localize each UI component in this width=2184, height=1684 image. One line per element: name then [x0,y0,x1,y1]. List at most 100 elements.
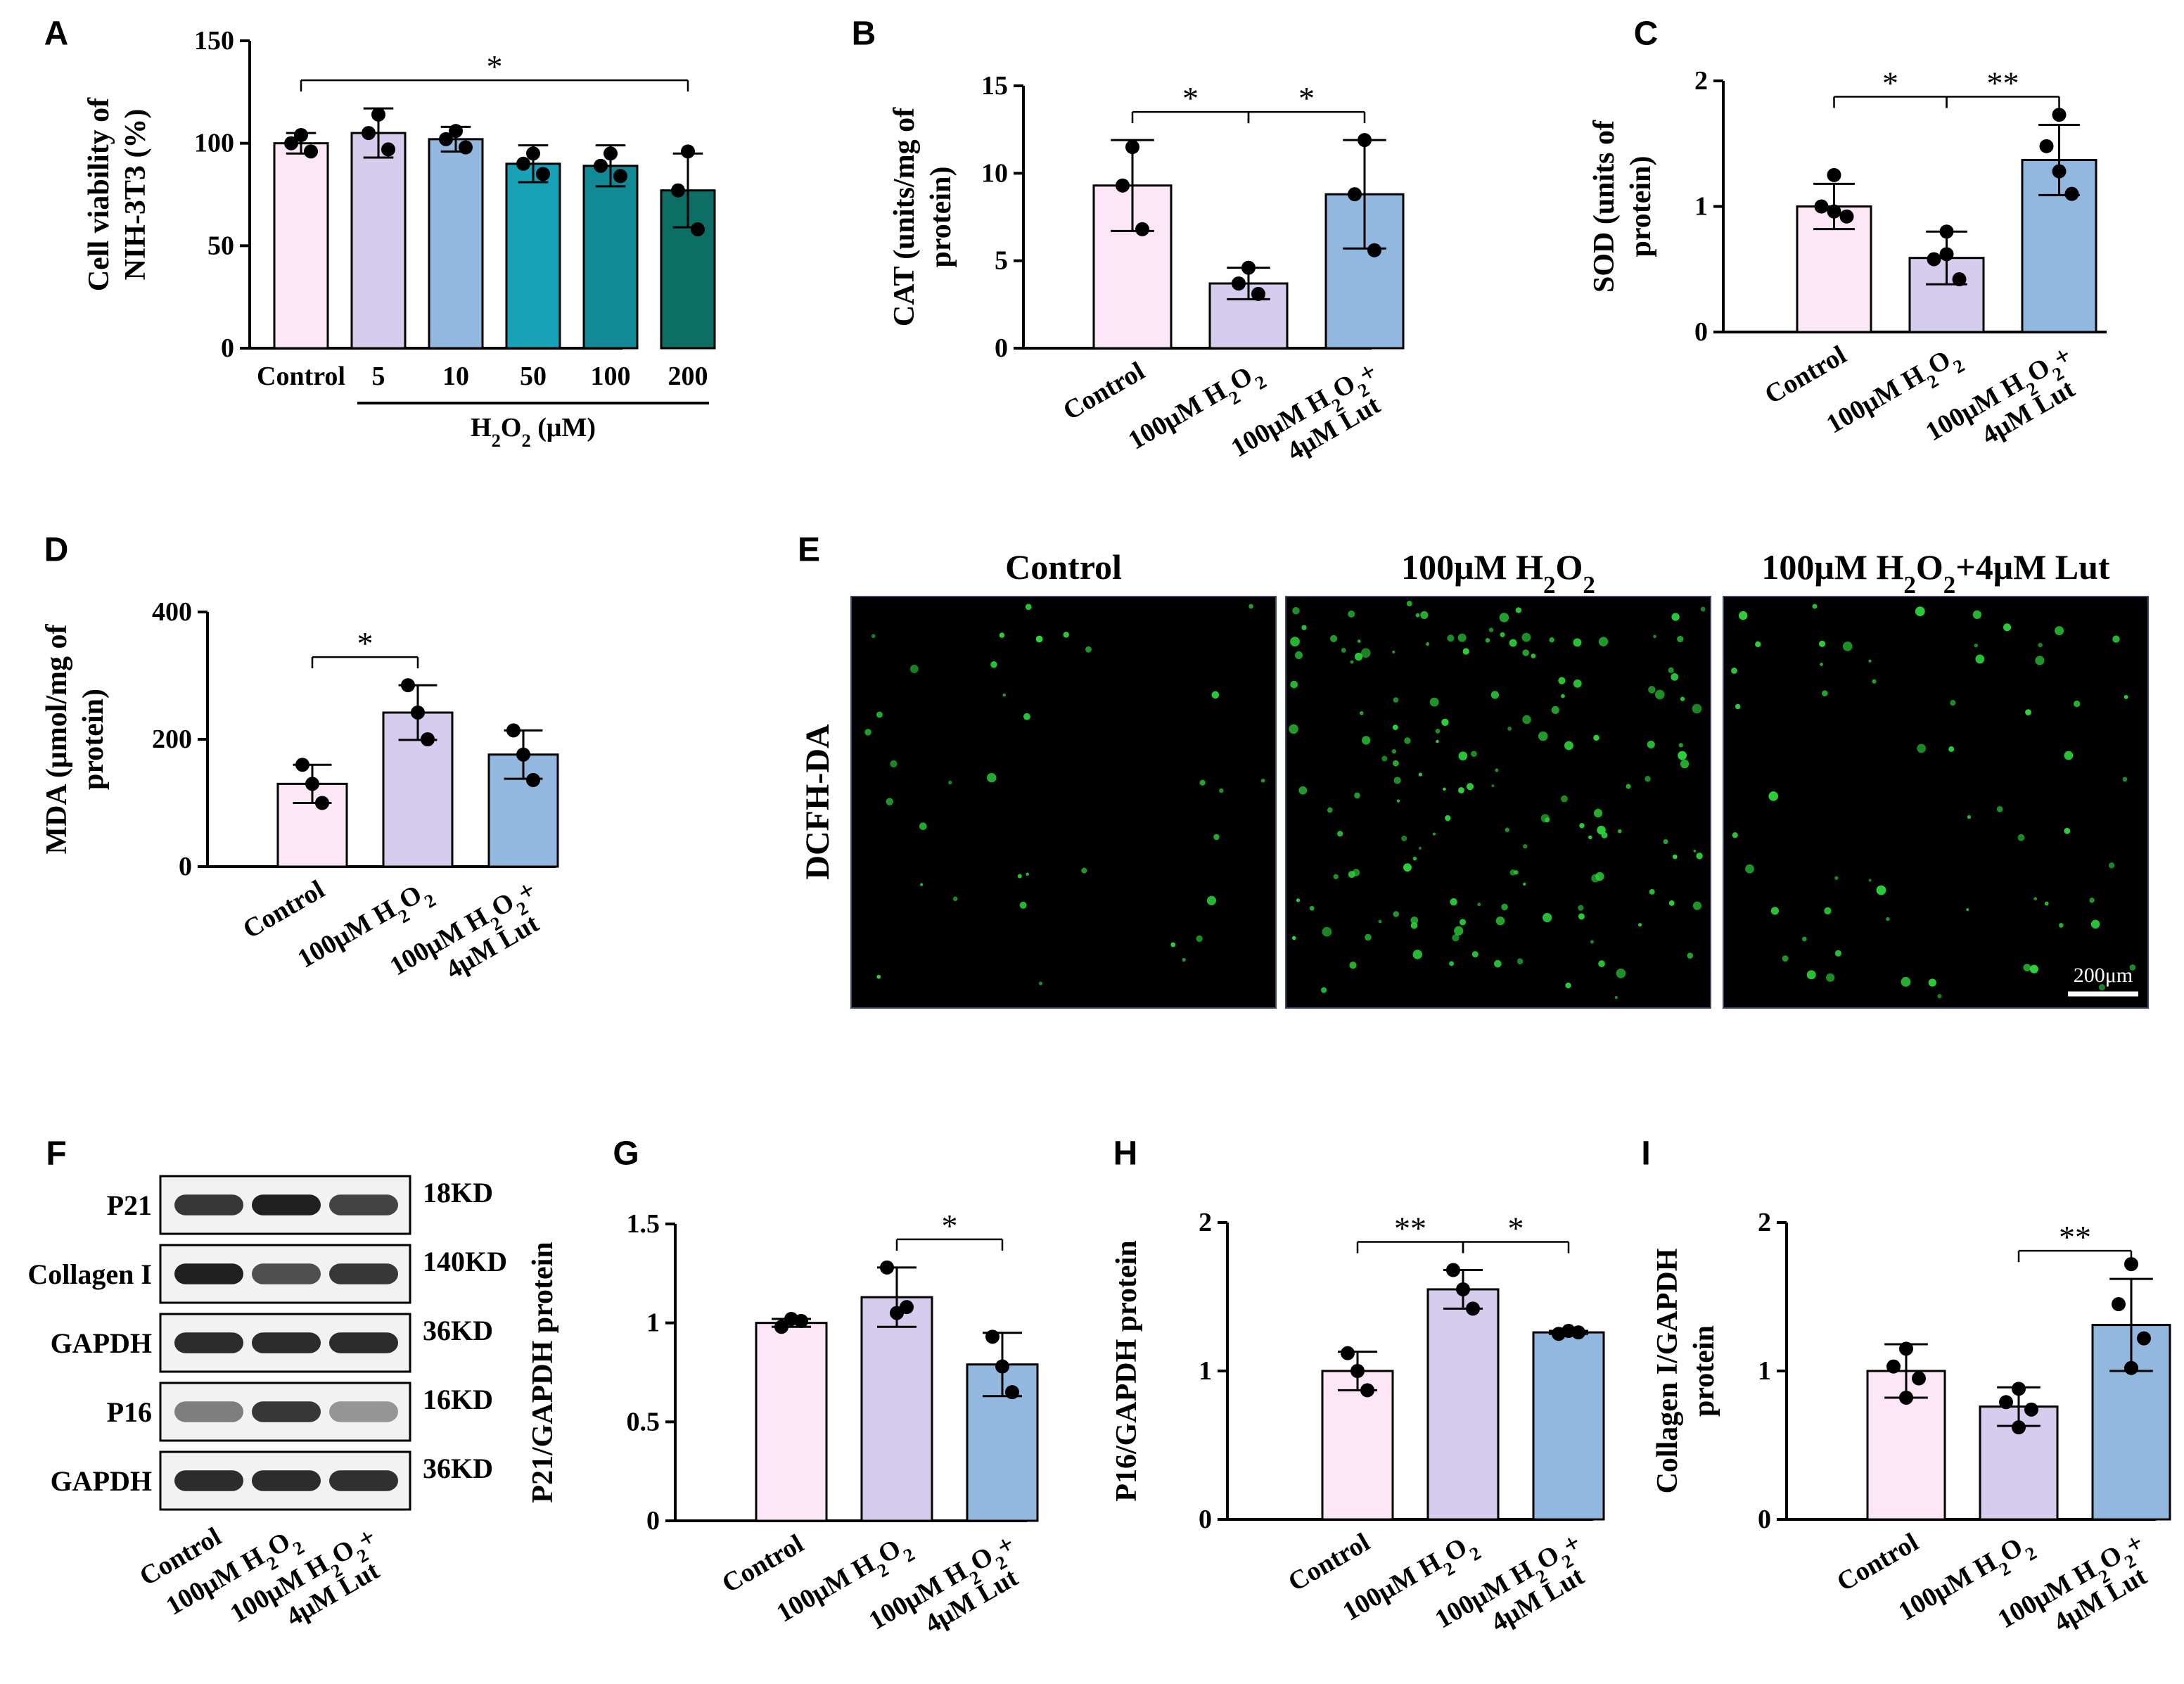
data-point [995,1359,1009,1374]
fluorescent-cell [2017,834,2025,841]
y-tick-label: 2 [1199,1208,1212,1237]
fluorescent-cell [1499,613,1509,623]
micrograph-image [1723,596,2149,1009]
x-tick-label: Control [1832,1527,1923,1597]
fluorescent-cell [1393,697,1399,703]
fluorescent-cell [1392,650,1396,654]
x-tick-label: Control [238,874,329,944]
fluorescent-cell [1523,882,1526,886]
fluorescent-cell [1392,725,1398,730]
fluorescent-cell [1406,601,1412,607]
significance-bracket: * [300,49,689,92]
fluorescent-cell [1301,625,1307,630]
data-point [1135,222,1149,236]
fluorescent-cell [1418,846,1422,850]
data-point [1927,252,1941,267]
x-tick-label: Control [1760,340,1851,409]
fluorescent-cell [1260,778,1265,783]
fluorescent-cell [1447,634,1455,642]
fluorescent-cell [1420,611,1429,619]
y-tick-label: 200 [152,725,192,754]
fluorescent-cell [1415,613,1420,618]
y-tick-label: 1 [646,1308,660,1338]
protein-label: Collagen I [27,1258,152,1290]
data-point [2039,139,2054,153]
fluorescent-cell [1452,933,1460,942]
fluorescent-cell [1755,641,1761,647]
bar [1208,282,1289,350]
fluorescent-cell [1429,697,1439,707]
data-point [1999,1395,2013,1410]
data-point [449,124,463,139]
fluorescent-cell [920,883,924,886]
fluorescent-cell [1365,933,1372,941]
fluorescent-cell [2089,898,2095,903]
data-point [1358,133,1372,148]
fluorescent-cell [1663,839,1668,845]
bar [860,1296,933,1522]
fluorescent-cell [1211,691,1220,699]
panel-label-b: B [852,15,876,53]
blot-band [174,1332,243,1353]
data-point [1341,1346,1355,1360]
fluorescent-cell [1868,659,1872,663]
x-tick-label: Control [717,1529,808,1598]
fluorescent-cell [948,780,952,785]
fluorescent-cell [1591,874,1599,883]
fluorescent-cell [1435,728,1441,734]
fluorescent-cell [1404,737,1411,744]
fluorescent-cell [1648,686,1656,694]
data-point [2124,1360,2138,1375]
data-point [691,222,705,237]
fluorescent-cell [1653,634,1656,639]
fluorescent-cell [1598,637,1609,646]
fluorescent-cell [1341,647,1346,653]
fluorescent-cell [1505,827,1510,832]
fluorescent-cell [1966,908,1969,912]
fluorescent-cell [1443,787,1446,791]
data-point [774,1320,788,1334]
fluorescent-cell [1768,791,1779,801]
data-point [1350,1364,1365,1378]
fluorescent-cell [1806,970,1816,980]
significance-bracket: * [1462,1211,1570,1254]
fluorescent-cell [1692,703,1702,714]
fluorescent-cell [1457,787,1464,793]
y-tick-label: 2 [1694,66,1708,96]
bar [582,165,639,350]
fluorescent-cell [1391,749,1397,754]
fluorescent-cell [1488,627,1494,632]
fluorescent-cell [1649,888,1655,895]
fluorescent-cell [1551,706,1559,714]
data-point [1125,140,1139,155]
bar [273,142,329,350]
fluorescent-cell [1182,957,1186,962]
fluorescent-cell [1972,610,1982,619]
fluorescent-cell [1495,768,1499,772]
fluorescent-cell [1868,879,1872,882]
y-tick-label: 2 [1758,1208,1771,1237]
fluorescent-cell [1735,703,1741,710]
fluorescent-cell [1495,916,1505,926]
fluorescent-cell [2023,964,2031,971]
data-point [1899,1341,1913,1356]
data-point [1367,243,1381,257]
fluorescent-cell [1199,779,1206,786]
y-axis-label: MDA (μmol/mg of protein) [41,623,110,854]
y-tick-label: 0 [1199,1505,1212,1534]
significance-label: ** [1394,1211,1426,1246]
fluorescent-cell [1471,751,1477,758]
fluorescent-cell [1549,637,1554,643]
protein-label: GAPDH [51,1465,152,1497]
significance-label: * [1508,1211,1524,1246]
fluorescent-cell [1360,710,1364,715]
fluorescent-cell [1017,874,1022,879]
y-tick-label: 1 [1694,192,1708,222]
data-point [2012,1382,2026,1396]
fluorescent-cell [1668,900,1675,906]
fluorescent-cell [1249,604,1253,609]
y-tick-label: 15 [981,71,1008,101]
y-tick-label: 50 [207,231,234,260]
